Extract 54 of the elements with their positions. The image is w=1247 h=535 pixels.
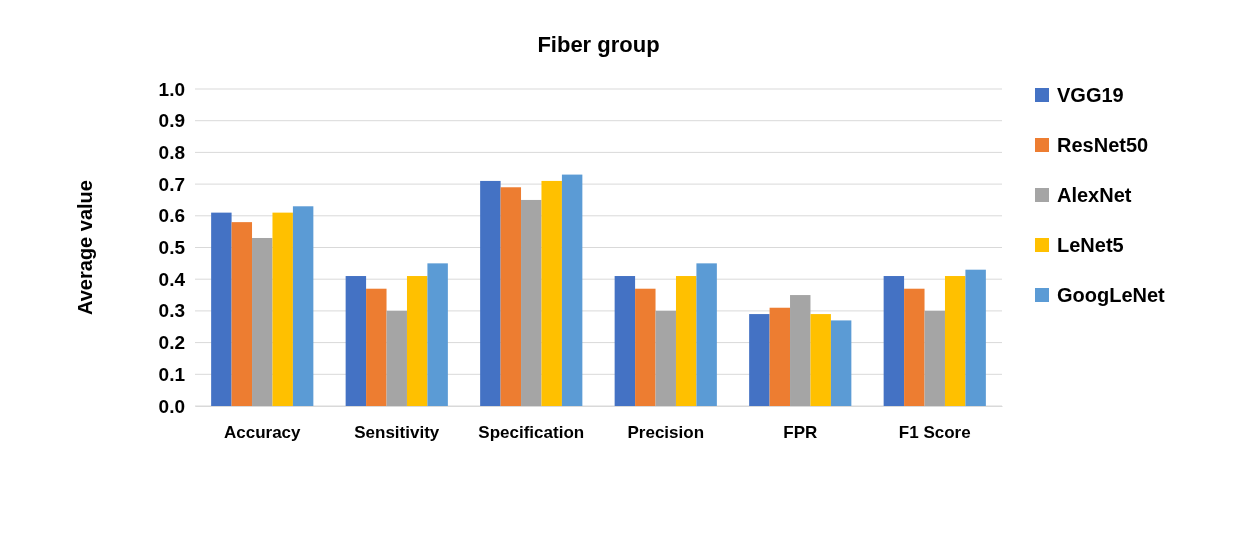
bar: [480, 180, 501, 406]
bar: [541, 180, 562, 406]
bar: [790, 295, 811, 406]
bar: [561, 174, 583, 406]
legend-label: VGG19: [1057, 84, 1124, 106]
y-axis-title: Average value: [74, 180, 96, 315]
bar: [345, 276, 367, 406]
bar: [830, 320, 852, 406]
y-tick-label: 0.7: [158, 173, 185, 195]
bar: [427, 263, 448, 406]
bar: [614, 276, 636, 406]
x-tick-label: FPR: [783, 423, 818, 443]
legend-label: GoogLeNet: [1057, 284, 1166, 306]
legend-label: ResNet50: [1057, 134, 1149, 156]
bar: [965, 269, 986, 406]
y-tick-label: 0.3: [158, 300, 185, 322]
y-tick-label: 0.8: [158, 141, 185, 163]
y-tick-label: 0.2: [158, 332, 185, 354]
bar: [904, 288, 925, 406]
x-tick-label: F1 Score: [898, 423, 971, 443]
bar: [211, 212, 232, 406]
bar: [655, 310, 676, 406]
bar: [231, 222, 253, 406]
y-tick-label: 0.9: [158, 110, 185, 132]
y-tick-label: 0.1: [158, 363, 186, 385]
bar: [675, 276, 697, 406]
bar: [810, 314, 831, 406]
bar: [406, 276, 428, 406]
bar: [292, 206, 314, 406]
chart-title: Fiber group: [537, 32, 660, 57]
y-tick-label: 1.0: [158, 78, 185, 100]
bar: [924, 310, 945, 406]
bar: [272, 212, 293, 406]
bar: [944, 276, 966, 406]
y-tick-label: 0.0: [158, 395, 185, 417]
legend-label: AlexNet: [1057, 184, 1132, 206]
bar: [696, 263, 717, 406]
bar: [769, 307, 791, 406]
legend-label: LeNet5: [1057, 234, 1124, 256]
bar: [386, 310, 407, 406]
y-tick-label: 0.4: [158, 268, 186, 290]
bar: [521, 199, 542, 406]
bar: [366, 288, 387, 406]
bar: [749, 314, 770, 406]
bar: [252, 237, 273, 406]
bar: [500, 187, 522, 406]
x-tick-label: Sensitivity: [354, 423, 440, 443]
x-tick-label: Accuracy: [223, 423, 302, 443]
y-tick-label: 0.6: [158, 205, 185, 227]
bar: [635, 288, 656, 406]
x-tick-label: Specification: [478, 423, 585, 443]
bar: [883, 276, 905, 406]
y-tick-label: 0.5: [158, 237, 186, 259]
x-tick-label: Precision: [627, 423, 705, 443]
